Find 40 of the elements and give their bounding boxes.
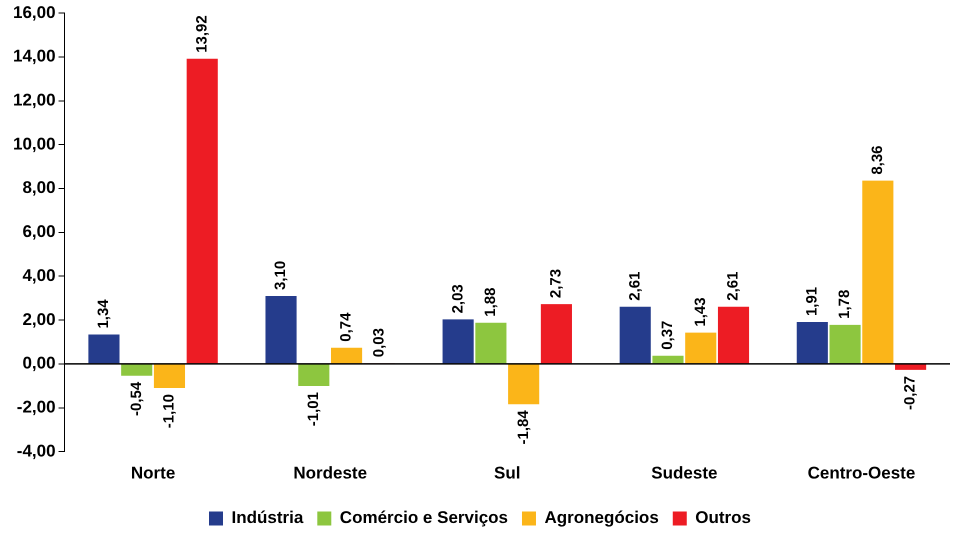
x-tick-label: Sul: [494, 463, 520, 482]
data-label: 8,36: [868, 145, 886, 175]
legend-label: Outros: [695, 508, 752, 528]
x-tick-label: Norte: [130, 463, 176, 482]
data-label: 0,03: [370, 328, 388, 358]
y-tick-label: 4,00: [22, 266, 56, 285]
y-tick-label: -4,00: [16, 441, 56, 460]
y-tick-label: 8,00: [22, 178, 56, 198]
data-label: -0,54: [128, 381, 145, 416]
data-label: 2,61: [626, 272, 644, 301]
data-label: 1,91: [803, 286, 820, 316]
legend-label: Agronegócios: [544, 508, 659, 528]
data-label: 2,03: [449, 284, 466, 314]
data-label: -0,27: [902, 376, 919, 410]
y-tick-label: 2,00: [22, 310, 56, 329]
x-tick-label: Sudeste: [651, 463, 718, 482]
y-tick-label: 0,00: [22, 354, 56, 373]
y-tick-label: 10,00: [12, 134, 56, 154]
data-label: 2,73: [548, 268, 565, 298]
data-label: 2,61: [724, 272, 742, 301]
data-label: 0,37: [659, 320, 676, 350]
data-label: -1,10: [160, 394, 178, 428]
legend-label: Comércio e Serviços: [340, 508, 508, 528]
data-label: 13,92: [193, 15, 210, 53]
data-label: 1,43: [692, 297, 709, 327]
data-label: -1,84: [514, 410, 532, 444]
y-tick-label: 16,00: [12, 2, 56, 22]
x-tick-label: Centro-Oeste: [808, 463, 916, 482]
legend-label: Indústria: [232, 508, 304, 528]
x-tick-label: Nordeste: [293, 463, 368, 482]
data-label: 3,10: [272, 260, 290, 290]
data-label: 1,88: [482, 288, 500, 317]
data-label: 1,78: [836, 290, 854, 319]
y-tick-label: 6,00: [22, 222, 56, 242]
data-label: -1,01: [304, 392, 322, 426]
y-tick-label: 14,00: [12, 46, 56, 66]
data-label: 0,74: [338, 312, 355, 342]
data-label: 1,34: [95, 298, 112, 329]
y-tick-label: 12,00: [12, 90, 56, 110]
y-tick-label: -2,00: [16, 397, 56, 416]
